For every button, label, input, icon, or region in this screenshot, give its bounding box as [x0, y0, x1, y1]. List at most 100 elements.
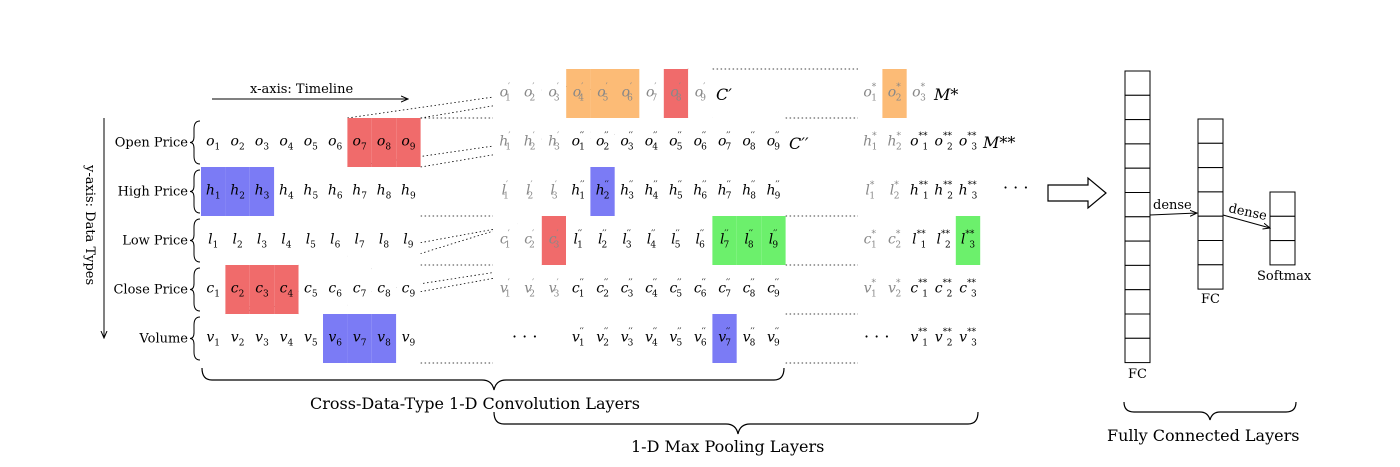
undefined-cell-label: v′ 2	[524, 279, 535, 300]
row-brace	[189, 120, 201, 165]
undefined-cell-label: v′′ 6	[694, 328, 707, 349]
undefined-cell	[566, 69, 591, 118]
undefined-cell	[614, 265, 640, 314]
undefined-cell-label: v′′ 5	[669, 328, 682, 349]
undefined-cell	[493, 216, 518, 265]
undefined-cell-label: c′′ 7	[718, 279, 731, 300]
undefined-cell	[566, 265, 591, 314]
undefined-cell-label: l′′ 4	[647, 230, 657, 251]
undefined-cell	[907, 265, 932, 314]
undefined-cell	[688, 167, 713, 216]
undefined-cell	[639, 118, 664, 167]
undefined-cell-label: c* 2	[888, 230, 901, 251]
undefined-cell-label: o′′ 1	[572, 132, 585, 153]
undefined-cell	[931, 216, 956, 265]
undefined-cell	[323, 216, 348, 265]
conv-grid: o′′ 1 o′′ 2 o′′ 3 o′′ 4 o′′ 5 o′′ 6 o′′ 7 o′′ 8 o′′ 9 h′′ 1…	[566, 118, 786, 363]
undefined-cell-label: o′ 5	[597, 83, 608, 104]
undefined-cell	[493, 265, 518, 314]
fc2-label: FC	[1201, 292, 1220, 307]
x-axis-label: x-axis: Timeline	[250, 82, 353, 97]
undefined-cell	[225, 265, 250, 314]
undefined-cell	[347, 167, 372, 216]
undefined-cell	[882, 216, 907, 265]
undefined-cell-label: v7	[353, 330, 367, 349]
pool-top-label: M*	[933, 85, 958, 104]
conv-label: C′′	[789, 134, 809, 153]
undefined-cell-label: l′′ 2	[598, 230, 607, 251]
fc1-unit	[1124, 289, 1151, 315]
undefined-cell	[249, 216, 275, 265]
undefined-cell	[590, 118, 615, 167]
pool-grid: o** 1 o** 2 o** 3 h** 1 h** 2 h** 3 l** 1 l** 2 l** 3 c** 1…	[907, 118, 981, 363]
undefined-cell	[858, 69, 883, 118]
fully-connected-layers: FC FC Softmax dense dense	[1124, 70, 1312, 382]
undefined-cell	[931, 314, 956, 363]
undefined-cell	[761, 314, 786, 363]
undefined-cell-label: o′′ 8	[742, 132, 756, 153]
ellipsis-conv: · · ·	[512, 327, 537, 346]
undefined-cell	[712, 167, 737, 216]
undefined-cell	[614, 167, 640, 216]
undefined-cell-label: o* 2	[888, 83, 902, 104]
undefined-cell-label: h6	[328, 183, 343, 202]
undefined-cell	[614, 118, 640, 167]
undefined-cell	[566, 314, 591, 363]
undefined-cell	[201, 314, 226, 363]
undefined-cell-label: l′′ 3	[622, 230, 632, 251]
undefined-cell	[688, 265, 713, 314]
undefined-cell-label: o′ 1	[500, 83, 511, 104]
dotted-line	[225, 215, 542, 315]
fc2-unit	[1197, 167, 1224, 193]
undefined-cell-label: o2	[231, 134, 245, 153]
big-right-arrow	[1047, 176, 1107, 210]
undefined-cell-label: v8	[377, 330, 391, 349]
undefined-cell-label: c2	[231, 281, 245, 300]
undefined-cell	[639, 167, 664, 216]
row-label: Volume	[138, 332, 188, 347]
undefined-cell-label: v′ 1	[500, 279, 511, 300]
undefined-cell	[712, 216, 737, 265]
fc2-unit	[1197, 264, 1224, 290]
undefined-cell-label: o* 1	[863, 83, 877, 104]
row-label: High Price	[118, 185, 189, 200]
undefined-cell-label: o′ 3	[548, 83, 559, 104]
undefined-cell	[249, 265, 275, 314]
undefined-cell	[396, 167, 421, 216]
undefined-cell-label: h** 3	[959, 181, 978, 202]
undefined-cell-label: l** 3	[961, 230, 975, 251]
undefined-cell	[712, 314, 737, 363]
undefined-cell	[201, 265, 226, 314]
undefined-cell-label: v** 1	[910, 328, 928, 349]
undefined-cell	[396, 118, 421, 167]
undefined-cell	[736, 118, 762, 167]
undefined-cell-label: h′′ 5	[669, 181, 683, 202]
undefined-cell	[566, 216, 591, 265]
undefined-cell-label: h′ 3	[548, 132, 560, 153]
undefined-cell	[736, 216, 762, 265]
conv-top-label: C′	[716, 85, 732, 104]
brace-fc-label: Fully Connected Layers	[1107, 426, 1299, 445]
row-label: Low Price	[122, 234, 188, 249]
undefined-cell-label: l7	[354, 232, 364, 251]
undefined-cell-label: c* 1	[864, 230, 877, 251]
undefined-cell	[858, 118, 883, 167]
undefined-cell	[955, 265, 981, 314]
undefined-cell	[347, 314, 372, 363]
undefined-cell-label: h* 1	[863, 132, 877, 153]
undefined-cell-label: h′′ 9	[766, 181, 780, 202]
undefined-cell-label: o′′ 3	[620, 132, 634, 153]
undefined-cell	[396, 314, 421, 363]
undefined-cell-label: h** 1	[910, 181, 929, 202]
undefined-cell-label: h′′ 1	[571, 181, 585, 202]
undefined-cell-label: l′ 3	[550, 181, 558, 202]
undefined-cell-label: o** 2	[935, 132, 953, 153]
undefined-cell-label: o1	[206, 134, 220, 153]
fc2-unit	[1197, 142, 1224, 169]
undefined-cell	[858, 167, 883, 216]
undefined-cell	[323, 314, 348, 363]
undefined-cell	[225, 216, 250, 265]
undefined-cell	[639, 69, 664, 118]
undefined-cell	[955, 314, 981, 363]
undefined-cell-label: v′′ 1	[572, 328, 585, 349]
